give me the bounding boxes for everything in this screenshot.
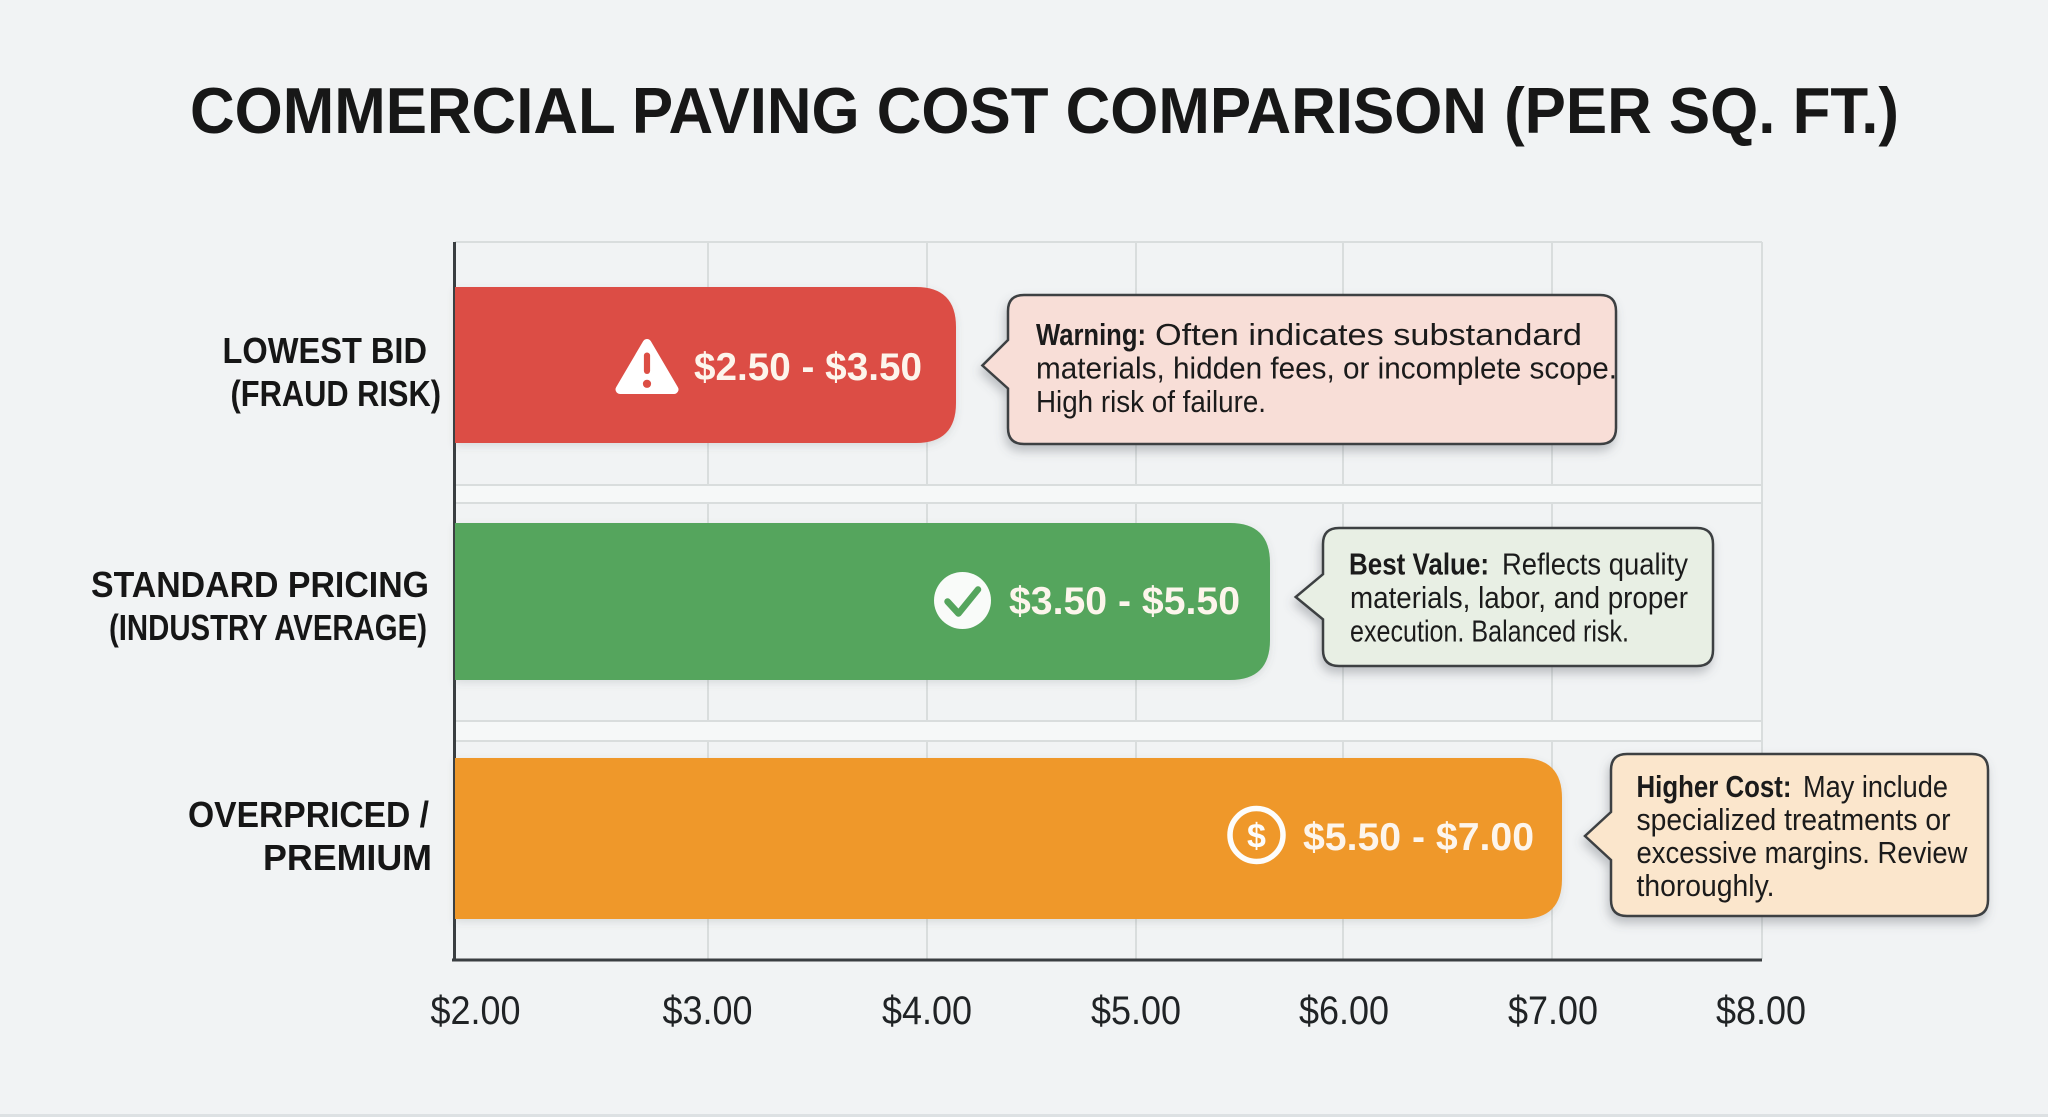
svg-text:execution. Balanced risk.: execution. Balanced risk. bbox=[1350, 614, 1629, 649]
svg-text:materials, labor, and proper: materials, labor, and proper bbox=[1350, 580, 1688, 615]
svg-text:$: $ bbox=[1247, 818, 1266, 856]
svg-text:$2.00: $2.00 bbox=[431, 989, 521, 1033]
svg-text:$5.50 - $7.00: $5.50 - $7.00 bbox=[1303, 816, 1534, 859]
svg-text:specialized treatments or: specialized treatments or bbox=[1637, 802, 1951, 837]
svg-text:materials, hidden fees, or inc: materials, hidden fees, or incomplete sc… bbox=[1036, 351, 1617, 386]
svg-text:thoroughly.: thoroughly. bbox=[1637, 868, 1775, 903]
svg-text:OVERPRICED /: OVERPRICED / bbox=[188, 794, 429, 835]
svg-text:Higher Cost:: Higher Cost: bbox=[1637, 769, 1792, 804]
svg-text:$7.00: $7.00 bbox=[1508, 989, 1598, 1033]
svg-text:STANDARD PRICING: STANDARD PRICING bbox=[91, 564, 429, 605]
svg-text:Reflects quality: Reflects quality bbox=[1502, 547, 1688, 582]
svg-text:$4.00: $4.00 bbox=[882, 989, 972, 1033]
svg-text:$5.00: $5.00 bbox=[1091, 989, 1181, 1033]
svg-text:May include: May include bbox=[1803, 769, 1948, 804]
svg-text:$2.50 - $3.50: $2.50 - $3.50 bbox=[694, 346, 922, 389]
svg-text:$8.00: $8.00 bbox=[1716, 989, 1806, 1033]
svg-text:(FRAUD RISK): (FRAUD RISK) bbox=[231, 373, 442, 414]
svg-text:High risk of failure.: High risk of failure. bbox=[1036, 384, 1266, 419]
svg-text:Warning:: Warning: bbox=[1036, 317, 1146, 352]
svg-text:$3.50 - $5.50: $3.50 - $5.50 bbox=[1009, 580, 1240, 623]
svg-text:LOWEST BID: LOWEST BID bbox=[223, 330, 428, 371]
svg-text:PREMIUM: PREMIUM bbox=[263, 837, 432, 878]
svg-text:$3.00: $3.00 bbox=[663, 989, 753, 1033]
svg-text:COMMERCIAL PAVING COST COMPARI: COMMERCIAL PAVING COST COMPARISON (PER S… bbox=[190, 74, 1899, 147]
svg-text:Best Value:: Best Value: bbox=[1349, 547, 1489, 582]
svg-text:excessive margins. Review: excessive margins. Review bbox=[1637, 835, 1969, 870]
svg-text:$6.00: $6.00 bbox=[1299, 989, 1389, 1033]
svg-text:(INDUSTRY AVERAGE): (INDUSTRY AVERAGE) bbox=[109, 607, 427, 648]
svg-text:Often indicates substandard: Often indicates substandard bbox=[1155, 317, 1582, 352]
